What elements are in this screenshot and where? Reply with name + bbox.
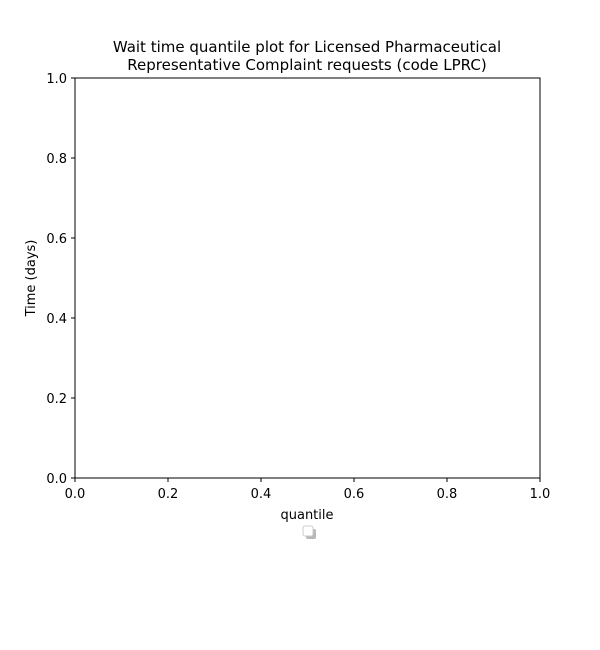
y-tick-label: 0.8 — [46, 152, 67, 167]
x-tick-label: 0.0 — [65, 487, 86, 502]
y-tick-label: 1.0 — [46, 72, 67, 87]
x-tick-label: 0.8 — [437, 487, 458, 502]
plot-area — [74, 77, 541, 479]
y-axis-label: Time (days) — [24, 240, 39, 318]
y-tick-label: 0.0 — [46, 472, 67, 487]
x-tick-label: 0.6 — [344, 487, 365, 502]
x-axis-label: quantile — [280, 508, 333, 523]
x-axis-ticks: 0.0 0.2 0.4 0.6 0.8 1.0 — [65, 478, 551, 502]
y-axis-ticks: 0.0 0.2 0.4 0.6 0.8 1.0 — [46, 72, 75, 487]
y-tick-label: 0.2 — [46, 392, 67, 407]
legend — [302, 525, 316, 539]
x-tick-label: 0.2 — [158, 487, 179, 502]
y-tick-label: 0.4 — [46, 312, 67, 327]
chart-title-line-2: Representative Complaint requests (code … — [127, 56, 486, 74]
chart-title-line-1: Wait time quantile plot for Licensed Pha… — [113, 38, 501, 56]
y-tick-label: 0.6 — [46, 232, 67, 247]
legend-box — [302, 525, 314, 537]
x-tick-label: 1.0 — [530, 487, 551, 502]
x-tick-label: 0.4 — [251, 487, 272, 502]
